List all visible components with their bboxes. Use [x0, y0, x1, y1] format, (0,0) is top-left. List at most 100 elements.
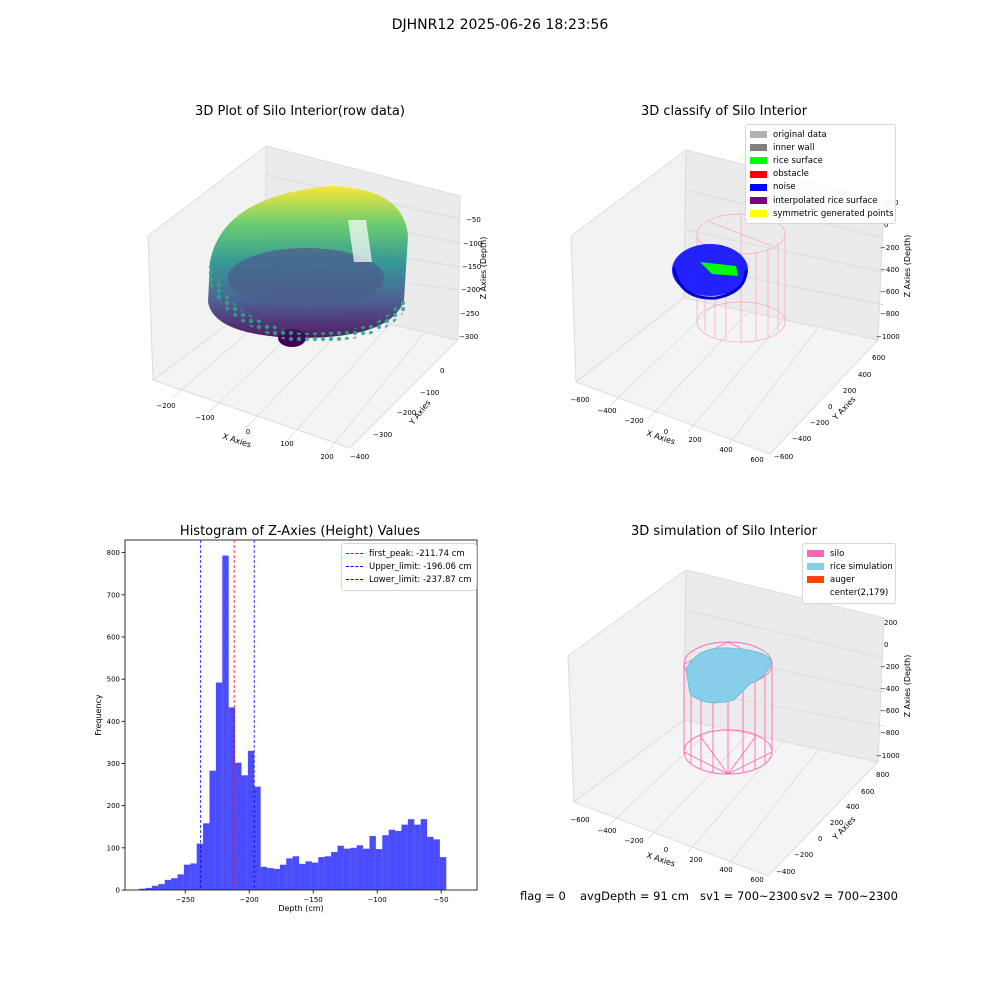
simulation-ytick: 400: [846, 803, 859, 811]
raw-ztick: −200: [461, 286, 480, 294]
histogram-bar: [299, 863, 306, 890]
legend-label: center(2,179): [830, 588, 889, 599]
simulation-xlabel: X Axies: [645, 851, 676, 869]
status-sv2: sv2 = 700~2300: [800, 889, 898, 903]
legend-entry-auger: auger: [807, 573, 891, 586]
legend-label: first_peak: -211.74 cm: [369, 548, 465, 559]
histogram-bar: [209, 770, 216, 890]
raw-zlabel: Z Axies (Depth): [479, 237, 488, 300]
histogram-bar: [337, 845, 344, 890]
histogram-bar: [183, 864, 191, 890]
legend-entry-inner-wall: inner wall: [750, 141, 891, 154]
histogram-bar: [228, 707, 236, 890]
simulation-ztick: 200: [884, 619, 897, 627]
raw-ztick: −100: [463, 240, 482, 248]
simulation-xtick: −200: [624, 837, 643, 845]
classify-ztick: −200: [880, 244, 899, 252]
raw-surface-points: [228, 248, 384, 308]
histogram-xtick-label: −50: [434, 896, 449, 904]
classify-x-ticks: −600 −400 −200 0 200 400 600: [570, 396, 763, 464]
histogram-reference-lines: [200, 540, 255, 890]
classify-xtick: 400: [719, 446, 732, 454]
histogram-bar: [196, 843, 204, 890]
legend-label: interpolated rice surface: [773, 195, 878, 206]
simulation-ytick: −400: [776, 868, 795, 876]
histogram-bar: [363, 848, 370, 890]
histogram-bar: [151, 885, 159, 890]
legend-entry-rice-surface: rice surface: [750, 154, 891, 167]
classify-ztick: 0: [884, 221, 888, 229]
histogram-bar: [273, 868, 280, 890]
classify-3d-plot: −600 −400 −200 0 200 400 600 600 400 200…: [570, 148, 912, 464]
histogram-ytick-label: 300: [107, 760, 120, 768]
simulation-y-ticks: 800 600 400 200 0 −200 −400: [776, 771, 889, 876]
legend-swatch: [750, 210, 767, 218]
simulation-ztick: −400: [880, 685, 899, 693]
histogram-bar: [311, 862, 319, 890]
simulation-ztick: −600: [880, 707, 899, 715]
histogram-title: Histogram of Z-Axies (Height) Values: [179, 524, 421, 539]
raw-ytick: −200: [397, 409, 416, 417]
legend-label: auger: [830, 574, 855, 585]
raw-xtick: −100: [195, 414, 214, 422]
legend-entry-original-data: original data: [750, 128, 891, 141]
raw-ztick: −50: [466, 216, 481, 224]
histogram-bar: [350, 847, 357, 890]
legend-line: [346, 566, 363, 568]
histogram-bars: [139, 555, 447, 890]
classify-ytick: −400: [792, 435, 811, 443]
classify-ytick: 600: [872, 354, 885, 362]
histogram-bar: [164, 879, 172, 890]
legend-entry-silo: silo: [807, 547, 891, 560]
histogram-bar: [433, 839, 440, 890]
legend-swatch: [807, 590, 824, 597]
legend-swatch: [750, 197, 767, 205]
histogram-bar: [331, 852, 338, 890]
histogram-xtick-label: −200: [240, 896, 259, 904]
histogram-xlabel: Depth (cm): [278, 904, 323, 913]
classify-rice-surface: [700, 262, 738, 276]
classify-xtick: 600: [750, 456, 763, 464]
status-flag: flag = 0: [520, 889, 566, 903]
raw-ytick: −100: [420, 389, 439, 397]
simulation-rice-surface: [685, 647, 773, 704]
raw-ytick: −400: [350, 453, 369, 461]
histogram-ytick-label: 600: [107, 633, 120, 641]
legend-label: rice simulation: [830, 561, 893, 572]
histogram-bar: [356, 845, 364, 890]
histogram-bar: [420, 819, 428, 890]
histogram-legend: first_peak: -211.74 cm Upper_limit: -196…: [341, 543, 477, 591]
raw-xtick: 200: [320, 453, 333, 461]
histogram-bar: [401, 824, 408, 890]
legend-entry-upper-limit: Upper_limit: -196.06 cm: [346, 560, 472, 573]
histogram-bar: [427, 836, 434, 890]
legend-swatch: [807, 576, 824, 584]
legend-swatch: [750, 170, 767, 178]
histogram-bar: [375, 849, 383, 890]
legend-line: [346, 553, 363, 555]
legend-entry-first-peak: first_peak: -211.74 cm: [346, 547, 472, 560]
histogram-bar: [292, 856, 300, 890]
legend-label: inner wall: [773, 142, 815, 153]
raw-wall-rings: [205, 261, 409, 344]
histogram-ytick-label: 800: [107, 549, 120, 557]
histogram-bar: [171, 878, 178, 890]
raw-xtick: 0: [246, 428, 250, 436]
classify-ztick: −1000: [876, 333, 900, 341]
classify-xtick: −400: [597, 407, 616, 415]
simulation-ytick: 200: [830, 819, 843, 827]
simulation-floor-pane: [572, 719, 879, 877]
classify-ytick: 400: [858, 371, 871, 379]
legend-swatch: [750, 183, 767, 191]
histogram-bar: [407, 819, 415, 890]
classify-plot-title: 3D classify of Silo Interior: [640, 104, 808, 119]
classify-floor-pane: [574, 297, 879, 455]
simulation-xtick: −600: [570, 816, 589, 824]
classify-ytick: −200: [810, 419, 829, 427]
status-sv1: sv1 = 700~2300: [700, 889, 798, 903]
histogram-bar: [247, 750, 255, 890]
histogram-ytick-label: 0: [116, 887, 120, 895]
simulation-ztick: −1000: [876, 752, 900, 760]
histogram-bar: [382, 835, 389, 890]
classify-ztick: −400: [880, 266, 899, 274]
